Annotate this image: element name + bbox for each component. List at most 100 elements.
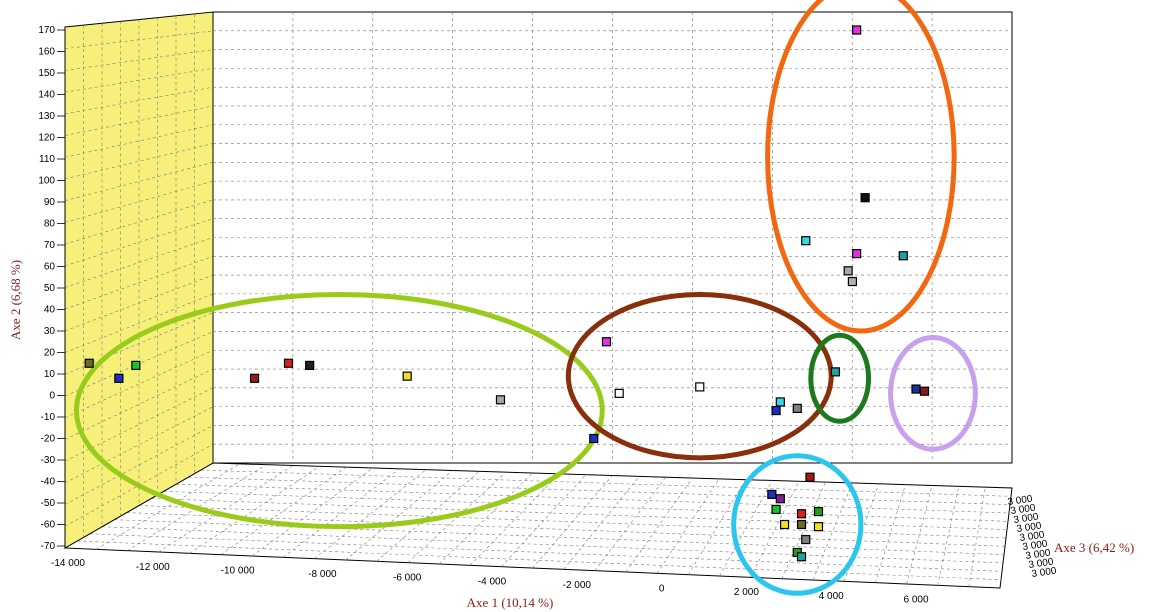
floor-grid-line	[563, 476, 640, 570]
x-tick-label: 4 000	[819, 591, 844, 602]
floor-grid-line	[251, 467, 373, 557]
floor-grid-line	[594, 476, 667, 571]
data-point	[852, 249, 862, 259]
y-tick-label: 130	[38, 111, 55, 122]
left-wall-grid-line	[64, 86, 214, 115]
y-tick-label: 50	[44, 283, 56, 294]
x-axis-ticks: -14 000 -12 000 -10 000 -8 000 -6 000 -4 000 -…	[51, 558, 929, 605]
y-tick-label: 70	[44, 240, 56, 251]
z-tick-label: 3 000	[1010, 503, 1037, 517]
y-tick-label: 20	[44, 348, 56, 359]
data-point	[249, 373, 260, 383]
x-tick-label: -2 000	[563, 580, 592, 591]
data-point	[695, 382, 705, 392]
y-tick-label: 10	[44, 369, 56, 380]
floor-plane	[63, 462, 1013, 589]
floor-grid-line	[114, 519, 1005, 555]
y-tick-label: 140	[38, 90, 55, 101]
left-wall-grid-line	[64, 199, 214, 245]
y-tick-label: 170	[38, 25, 55, 36]
left-wall-grid-line	[64, 162, 214, 201]
y-tick-label: 150	[38, 68, 55, 79]
left-wall-grid-line	[64, 425, 214, 505]
floor-grid-line	[875, 484, 906, 583]
data-point	[114, 373, 124, 383]
data-point	[813, 522, 824, 532]
data-point	[305, 360, 315, 370]
y-axis-ticks: -70 -60 -50 -40 -30 -20 -10 0 10 20 30 40 50 60 70 80 90…	[38, 25, 65, 552]
x-tick-label: -4 000	[478, 576, 507, 587]
y-tick-label: 90	[44, 197, 56, 208]
x-tick-label: -8 000	[308, 569, 337, 580]
y-tick-label: -20	[41, 434, 56, 445]
floor-grid-line	[906, 485, 933, 585]
y-tick-label: 120	[38, 133, 55, 144]
data-point	[767, 489, 777, 499]
left-wall-grid-line	[64, 256, 214, 310]
y-tick-label: 80	[44, 219, 56, 230]
data-point	[830, 367, 841, 377]
y-tick-label: 60	[44, 262, 56, 273]
x-tick-label: 6 000	[903, 594, 928, 605]
z-tick-label: 3 000	[1025, 548, 1052, 562]
left-wall-plane	[64, 11, 214, 549]
data-point	[801, 534, 811, 545]
data-point	[796, 509, 807, 519]
y-tick-label: -50	[41, 498, 56, 509]
floor-grid-line	[438, 472, 533, 565]
left-wall-grid-line	[64, 105, 214, 136]
cluster-ellipse	[765, 0, 957, 334]
data-point	[911, 384, 921, 394]
y-tick-label: -70	[41, 541, 56, 552]
left-wall-grid-line	[64, 49, 214, 71]
y-tick-label: 30	[44, 326, 56, 337]
data-point	[402, 371, 412, 381]
floor-grid-line	[345, 470, 453, 561]
floor-grid-line	[688, 479, 746, 575]
x-axis-title: Axe 1 (10,14 %)	[467, 595, 554, 610]
floor-grid-line	[719, 480, 773, 577]
data-point	[852, 25, 862, 35]
data-point	[843, 266, 853, 276]
data-point	[614, 388, 624, 398]
floor-grid-line	[151, 498, 1008, 530]
z-axis-title: Axe 3 (6,42 %)	[1054, 540, 1134, 555]
data-point	[919, 386, 930, 396]
data-point	[813, 507, 824, 517]
floor-grid-line	[189, 466, 320, 554]
floor-grid-line	[625, 477, 693, 573]
data-point	[779, 519, 790, 530]
cluster-ellipse	[731, 453, 864, 596]
y-tick-label: -30	[41, 455, 56, 466]
z-tick-label: 3 000	[1031, 566, 1058, 580]
floor-outline	[63, 462, 1013, 589]
floor-grid-line	[501, 474, 587, 567]
data-point	[775, 397, 785, 407]
data-point	[283, 358, 294, 368]
floor-grid-line	[407, 471, 507, 563]
y-tick-label: 160	[38, 47, 55, 58]
cluster-ellipse	[808, 332, 872, 424]
y-tick-label: -10	[41, 412, 56, 423]
y-tick-label: -60	[41, 520, 56, 531]
y-tick-label: 100	[38, 176, 55, 187]
y-axis-title: Axe 2 (6,68 %)	[8, 260, 23, 340]
left-wall-grid-line	[64, 143, 214, 180]
data-point	[796, 552, 807, 562]
data-point	[601, 337, 612, 347]
data-point	[775, 494, 785, 504]
left-wall-grid-line	[64, 218, 214, 267]
floor-grid-line	[282, 468, 400, 558]
floor-grid-line	[158, 465, 294, 553]
data-point	[805, 472, 815, 482]
floor-grid-line	[968, 487, 986, 587]
cluster-ellipse	[888, 334, 978, 452]
z-tick-label: 3 000	[1019, 530, 1046, 544]
x-tick-label: 2 000	[734, 587, 759, 598]
left-wall-grid-line	[64, 124, 214, 158]
left-wall-grid-line	[64, 180, 214, 223]
back-wall-plane	[212, 11, 1013, 464]
data-point	[589, 433, 599, 444]
